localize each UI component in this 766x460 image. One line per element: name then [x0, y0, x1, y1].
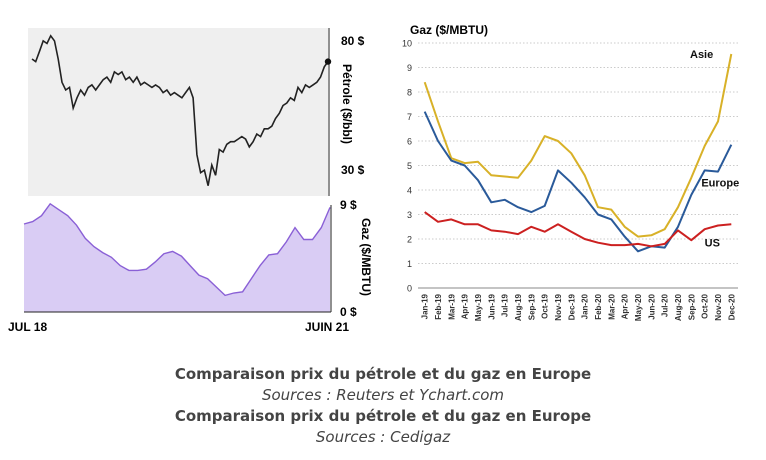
series-line-asie — [423, 53, 733, 238]
gas-area-chart: 9 $ 0 $ Gaz ($/MBTU) JUL 18 JUIN 21 — [8, 198, 373, 334]
series-label-europe: Europe — [701, 178, 739, 190]
y-tick-label-1: 1 — [407, 259, 412, 269]
x-tick-label-Mar-20: Mar-20 — [607, 293, 616, 319]
right-chart-y-ticks: 0 1 2 3 4 5 6 7 8 9 10 — [402, 39, 412, 294]
right-chart-x-ticks: Jan-19 Feb-19 Mar-19 Apr-19 May-19 Jun-19 Jul-… — [421, 293, 737, 321]
x-tick-label-May-19: May-19 — [474, 293, 483, 321]
x-tick-label-Feb-20: Feb-20 — [594, 293, 603, 319]
x-start-label: JUL 18 — [8, 320, 47, 334]
x-tick-label-Aug-19: Aug-19 — [514, 293, 523, 321]
right-chart-series — [423, 53, 733, 253]
y-tick-label-8: 8 — [407, 88, 412, 98]
x-tick-label-Jun-19: Jun-19 — [487, 293, 496, 319]
caption-title-2: Comparaison prix du pétrole et du gaz en… — [174, 407, 592, 425]
y-tick-label-6: 6 — [407, 137, 412, 147]
x-tick-label-Apr-19: Apr-19 — [461, 293, 470, 319]
x-tick-label-Oct-20: Oct-20 — [701, 293, 710, 318]
x-tick-label-Dec-20: Dec-20 — [727, 293, 736, 320]
oil-chart: 80 $ 30 $ Pétrole ($/bbl) — [28, 28, 365, 196]
series-line-us — [424, 211, 732, 248]
series-line-europe — [423, 111, 733, 253]
right-chart-series-labels: Asie Europe US — [690, 49, 739, 250]
y-tick-label-2: 2 — [407, 235, 412, 245]
y-tick-label-9: 9 — [407, 63, 412, 73]
gas-price-comparison-chart: Gaz ($/MBTU) 0 1 2 3 4 5 6 7 8 9 10 Jan-19 Feb-19 Ma… — [402, 23, 739, 321]
caption-title-1: Comparaison prix du pétrole et du gaz en… — [174, 365, 592, 383]
x-tick-label-Nov-19: Nov-19 — [554, 293, 563, 320]
x-tick-label-Mar-19: Mar-19 — [447, 293, 456, 319]
charts-svg: 80 $ 30 $ Pétrole ($/bbl) 9 $ 0 $ Gaz ($… — [8, 23, 739, 334]
oil-last-point — [324, 58, 332, 65]
x-tick-label-Jan-20: Jan-20 — [581, 293, 590, 319]
caption-source-1: Sources : Reuters et Ychart.com — [261, 386, 505, 404]
x-tick-label-Jun-20: Jun-20 — [647, 293, 656, 319]
x-tick-label-Dec-19: Dec-19 — [567, 293, 576, 320]
x-tick-label-Jul-19: Jul-19 — [501, 293, 510, 317]
x-tick-label-Sep-20: Sep-20 — [687, 293, 696, 320]
gas-tick-label-0: 0 $ — [340, 305, 357, 319]
x-tick-label-May-20: May-20 — [634, 293, 643, 321]
oil-series-line — [31, 34, 329, 186]
series-label-asie: Asie — [690, 49, 713, 61]
y-tick-label-5: 5 — [407, 161, 412, 171]
oil-tick-label-80: 80 $ — [341, 34, 365, 48]
x-tick-label-Nov-20: Nov-20 — [714, 293, 723, 320]
x-tick-label-Aug-20: Aug-20 — [674, 293, 683, 321]
oil-tick-label-30: 30 $ — [341, 163, 365, 177]
oil-axis-label: Pétrole ($/bbl) — [340, 64, 354, 144]
x-tick-label-Sep-19: Sep-19 — [527, 293, 536, 320]
gas-tick-label-9: 9 $ — [340, 198, 357, 212]
oil-area-fill — [32, 35, 328, 196]
right-chart-axis-title: Gaz ($/MBTU) — [410, 23, 488, 37]
gas-axis-label: Gaz ($/MBTU) — [359, 218, 373, 296]
y-tick-label-4: 4 — [407, 186, 412, 196]
x-tick-label-Oct-19: Oct-19 — [541, 293, 550, 318]
gas-series-line — [23, 202, 331, 297]
gas-area-fill — [24, 203, 330, 312]
x-tick-label-Apr-20: Apr-20 — [621, 293, 630, 319]
y-tick-label-10: 10 — [402, 39, 412, 49]
x-tick-label-Jul-20: Jul-20 — [661, 293, 670, 317]
x-tick-label-Feb-19: Feb-19 — [434, 293, 443, 319]
x-tick-label-Jan-19: Jan-19 — [421, 293, 430, 319]
series-label-us: US — [705, 238, 720, 250]
x-end-label: JUIN 21 — [305, 320, 349, 334]
y-tick-label-0: 0 — [407, 284, 412, 294]
caption-source-2: Sources : Cedigaz — [315, 428, 451, 446]
y-tick-label-3: 3 — [407, 210, 412, 220]
y-tick-label-7: 7 — [407, 112, 412, 122]
right-chart-gridlines — [418, 42, 738, 289]
